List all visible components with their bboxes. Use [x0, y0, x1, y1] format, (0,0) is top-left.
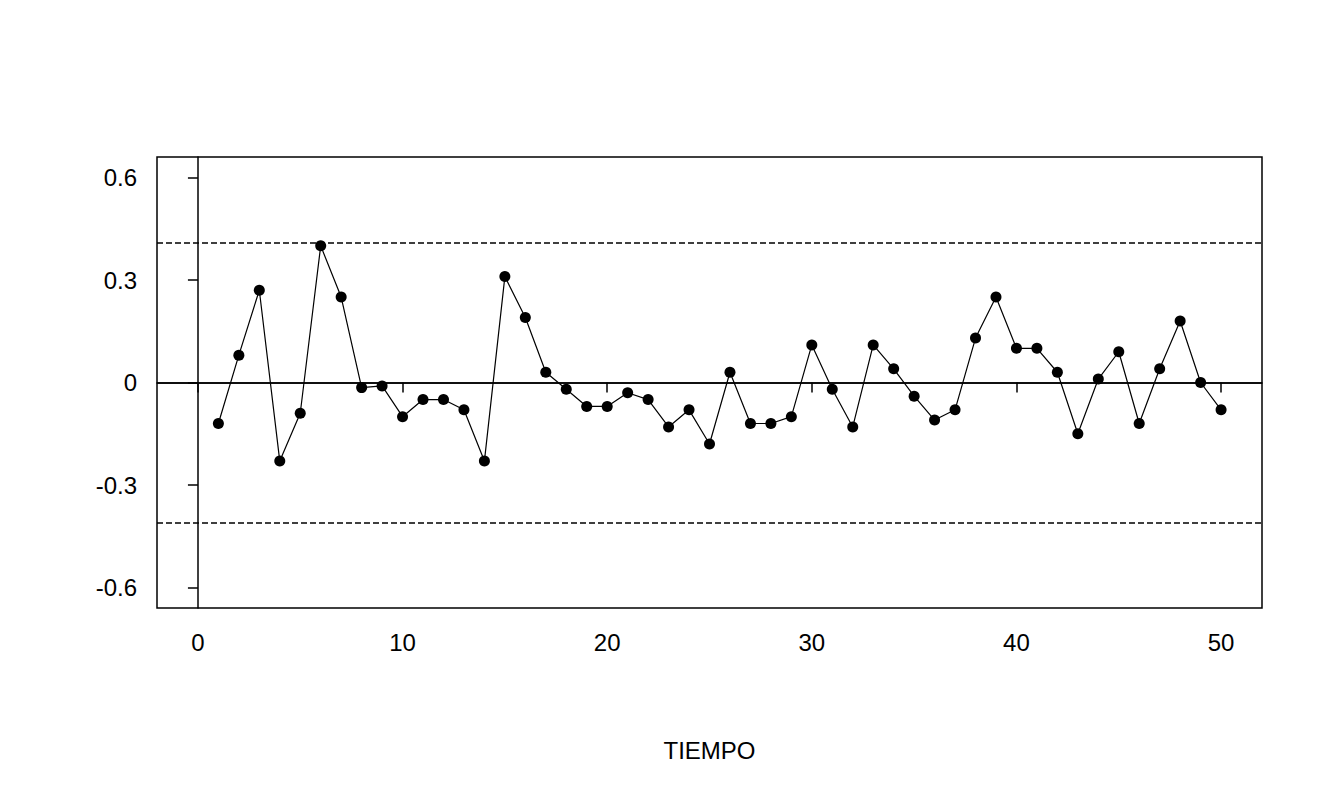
- svg-text:-0.3: -0.3: [96, 472, 137, 499]
- svg-text:0.6: 0.6: [104, 164, 137, 191]
- svg-text:TIEMPO: TIEMPO: [663, 737, 755, 764]
- svg-text:-0.6: -0.6: [96, 574, 137, 601]
- svg-text:40: 40: [1003, 629, 1030, 656]
- svg-text:0: 0: [124, 369, 137, 396]
- svg-text:10: 10: [389, 629, 416, 656]
- svg-text:0: 0: [191, 629, 204, 656]
- svg-text:20: 20: [594, 629, 621, 656]
- svg-text:50: 50: [1208, 629, 1235, 656]
- svg-text:0.3: 0.3: [104, 267, 137, 294]
- svg-text:30: 30: [798, 629, 825, 656]
